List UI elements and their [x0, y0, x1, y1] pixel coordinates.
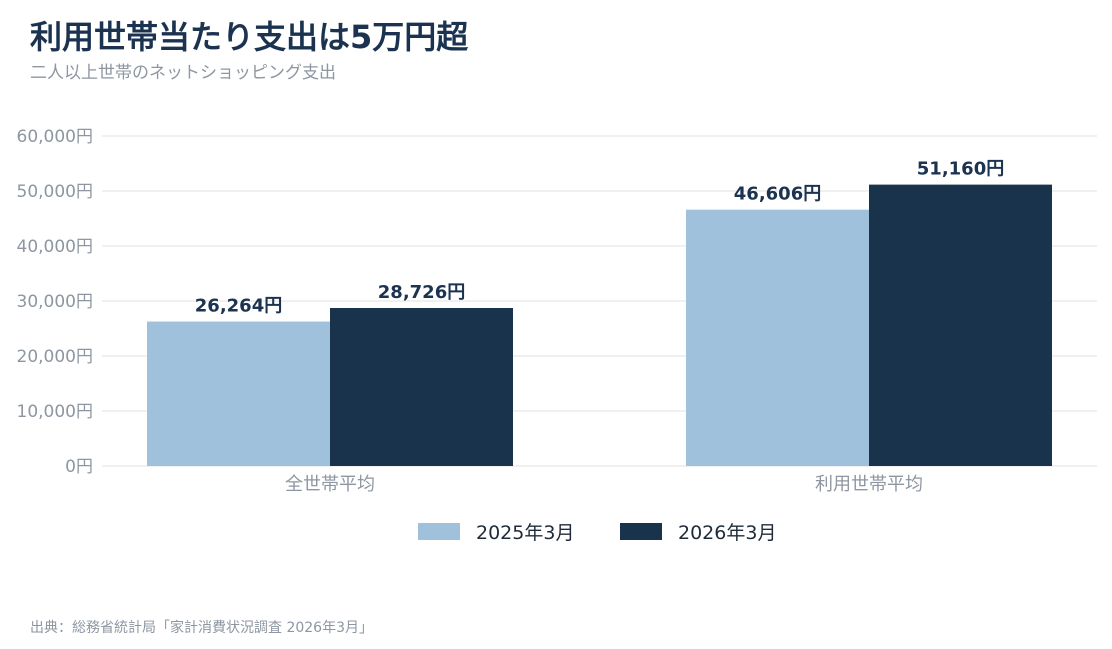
bar	[869, 184, 1052, 466]
y-tick-label: 60,000円	[17, 127, 93, 147]
x-tick-label: 全世帯平均	[285, 474, 375, 495]
data-label: 26,264円	[195, 296, 282, 317]
bar-chart: 0円 10,000円 20,000円 30,000円 40,000円 50,000円 60,…	[17, 127, 1097, 495]
data-labels: 26,264円 28,726円 46,606円 51,160円	[195, 159, 1004, 317]
legend-swatch-2026	[620, 523, 662, 540]
legend-item-2025: 2025年3月	[418, 518, 574, 545]
data-label: 46,606円	[734, 184, 821, 205]
legend-swatch-2025	[418, 523, 460, 540]
bar	[686, 209, 869, 467]
x-tick-label: 利用世帯平均	[815, 474, 923, 495]
data-label: 28,726円	[378, 282, 465, 303]
y-tick-label: 10,000円	[17, 402, 93, 422]
y-tick-label: 20,000円	[17, 347, 93, 367]
data-label: 51,160円	[917, 159, 1004, 180]
y-axis-tick-labels: 0円 10,000円 20,000円 30,000円 40,000円 50,000円 60,…	[17, 127, 93, 477]
y-tick-label: 30,000円	[17, 292, 93, 312]
legend-label-2026: 2026年3月	[678, 522, 777, 544]
legend-label-2025: 2025年3月	[476, 522, 575, 544]
x-axis-tick-labels: 全世帯平均 利用世帯平均	[285, 474, 923, 495]
chart-title: 利用世帯当たり支出は5万円超	[30, 18, 469, 56]
bar	[147, 321, 330, 466]
legend-item-2026: 2026年3月	[620, 518, 776, 545]
chart-subtitle: 二人以上世帯のネットショッピング支出	[30, 63, 336, 83]
bar	[330, 308, 513, 466]
source-note: 出典：総務省統計局「家計消費状況調査 2026年3月」	[30, 620, 373, 636]
legend: 2025年3月 2026年3月	[0, 518, 1112, 546]
y-tick-label: 40,000円	[17, 237, 93, 257]
y-tick-label: 50,000円	[17, 182, 93, 202]
y-tick-label: 0円	[65, 457, 93, 477]
bars	[147, 184, 1052, 467]
